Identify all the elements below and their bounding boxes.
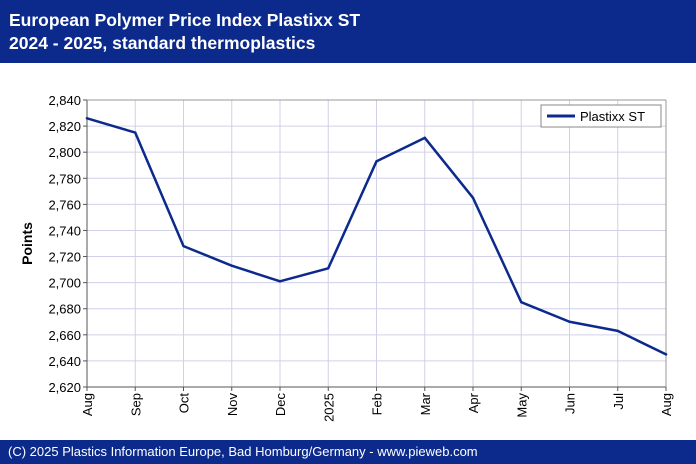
data-point — [278, 280, 282, 283]
data-point — [182, 244, 185, 248]
y-axis-label: Points — [19, 222, 35, 265]
series-layer — [85, 117, 668, 356]
x-tick-label: Feb — [370, 393, 385, 415]
data-point — [664, 353, 668, 356]
y-tick-label: 2,660 — [48, 328, 81, 343]
data-point — [616, 329, 619, 333]
y-tick-label: 2,780 — [48, 171, 81, 186]
x-tick-label: Sep — [128, 393, 143, 416]
data-point — [375, 160, 378, 163]
data-point — [85, 117, 89, 120]
x-tick-label: Nov — [225, 393, 240, 417]
y-tick-label: 2,840 — [48, 93, 81, 108]
y-tick-label: 2,740 — [48, 223, 81, 238]
x-tick-label: May — [514, 393, 529, 418]
x-tick-label: Dec — [273, 393, 288, 417]
data-point — [134, 131, 137, 134]
x-tick-label: 2025 — [321, 393, 336, 422]
data-point — [520, 301, 523, 304]
data-point — [423, 136, 426, 140]
line-chart: 2,620 2,640 2,660 2,680 2,700 2,720 2,740 2,760… — [19, 93, 674, 422]
y-axis-ticks: 2,620 2,640 2,660 2,680 2,700 2,720 2,740 2,760… — [48, 93, 87, 395]
data-point — [230, 264, 233, 267]
y-tick-label: 2,800 — [48, 145, 81, 160]
header-bar: European Polymer Price Index Plastixx ST… — [0, 0, 696, 63]
y-tick-label: 2,680 — [48, 302, 81, 317]
x-tick-label: Aug — [80, 393, 95, 416]
footer-bar: (C) 2025 Plastics Information Europe, Ba… — [0, 440, 696, 464]
data-point — [568, 320, 571, 323]
x-tick-label: Apr — [466, 392, 481, 413]
x-axis-ticks: Aug Sep Oct Nov Dec 2025 Feb Mar Apr May Jun Jul Aug — [80, 387, 674, 422]
data-point — [471, 196, 475, 200]
data-point — [327, 267, 330, 270]
x-tick-label: Jun — [563, 393, 578, 414]
y-tick-label: 2,820 — [48, 119, 81, 134]
y-tick-label: 2,620 — [48, 380, 81, 395]
legend-box — [540, 104, 662, 128]
chart-subtitle: 2024 - 2025, standard thermoplastics — [9, 33, 316, 53]
y-tick-label: 2,720 — [48, 250, 81, 265]
chart-title: European Polymer Price Index Plastixx ST — [9, 10, 361, 30]
copyright-text: (C) 2025 Plastics Information Europe, Ba… — [8, 444, 478, 459]
y-tick-label: 2,700 — [48, 276, 81, 291]
legend: Plastixx ST — [540, 104, 662, 128]
y-tick-label: 2,640 — [48, 354, 81, 369]
x-tick-label: Jul — [611, 393, 626, 410]
legend-label: Plastixx ST — [580, 109, 645, 124]
x-tick-label: Mar — [418, 392, 433, 415]
x-tick-label: Oct — [177, 393, 192, 414]
x-tick-label: Aug — [659, 393, 674, 416]
y-tick-label: 2,760 — [48, 197, 81, 212]
